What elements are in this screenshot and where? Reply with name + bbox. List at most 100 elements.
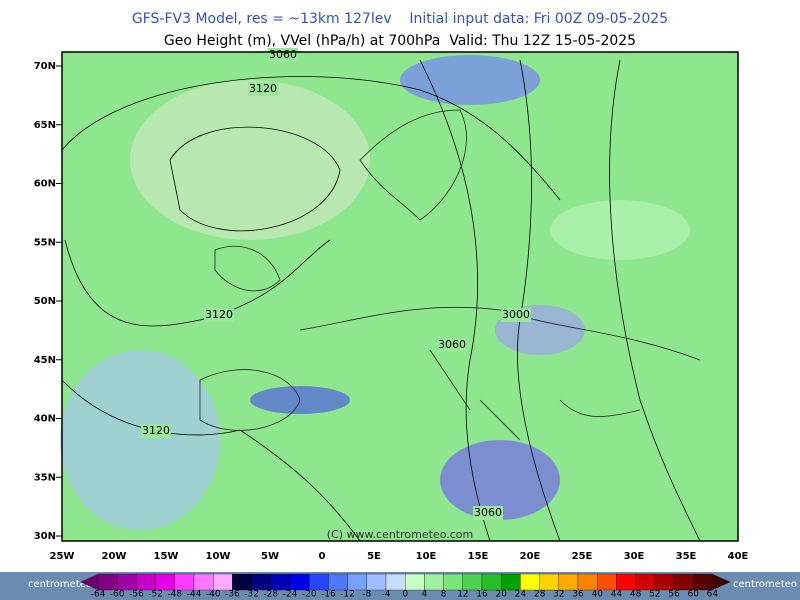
colorbar-label: -4: [382, 590, 391, 600]
lon-label: 30E: [624, 551, 645, 562]
map-frame: [61, 51, 739, 542]
lon-label: 5E: [367, 551, 381, 562]
colorbar-cell: [654, 573, 675, 591]
lat-label: 55N: [34, 237, 56, 248]
colorbar-cell: [635, 573, 655, 591]
colorbar-label: 40: [591, 590, 603, 600]
colorbar-label: 4: [422, 590, 428, 600]
colorbar-cell: [117, 573, 137, 591]
colorbar-cell: [155, 573, 175, 591]
contour-label: 3120: [142, 424, 170, 437]
coastlines: [199, 109, 701, 441]
contour-label-bg: [501, 308, 531, 322]
logo-left: centrometeo: [28, 579, 92, 590]
coastline: [299, 306, 701, 441]
colorbar-label: -12: [340, 590, 355, 600]
colorbar-cell: [693, 573, 713, 591]
colorbar-label: 36: [572, 590, 584, 600]
colorbar-label: -28: [263, 590, 278, 600]
contour: [61, 76, 561, 201]
colorbar-label: -52: [148, 590, 163, 600]
lon-label: 25E: [572, 551, 593, 562]
lat-label: 30N: [34, 531, 56, 542]
colorbar-cell: [270, 573, 291, 591]
contour-label-bg: [473, 506, 503, 520]
colorbar-label: -16: [321, 590, 336, 600]
colorbar-label: 28: [534, 590, 546, 600]
colorbar-cell: [97, 573, 118, 591]
colorbar-cell: [558, 573, 579, 591]
colorbar-cell: [577, 573, 598, 591]
colorbar-cell: [673, 573, 694, 591]
colorbar-label: -32: [244, 590, 259, 600]
colorbar-label: 48: [630, 590, 642, 600]
coastline: [199, 369, 301, 431]
colorbar-label: -8: [362, 590, 371, 600]
colorbar-label: -40: [206, 590, 221, 600]
colorbar-label: 8: [441, 590, 447, 600]
colorbar-cell: [289, 573, 310, 591]
colorbar-cell: [309, 573, 329, 591]
colorbar-cell: [136, 573, 156, 591]
colorbar-cell: [539, 573, 559, 591]
field-patch: [130, 80, 370, 240]
lon-label: 0: [319, 551, 326, 562]
colorbar-label: 20: [495, 590, 507, 600]
contour-label: 3060: [269, 48, 297, 61]
colorbar-label: -24: [283, 590, 298, 600]
contour-label: 3060: [474, 506, 502, 519]
lat-label: 70N: [34, 61, 56, 72]
contour-label: 3120: [249, 82, 277, 95]
colorbar-cell: [405, 573, 425, 591]
colorbar-label: 16: [476, 590, 488, 600]
contour-label-bg: [248, 82, 278, 96]
colorbar: centrometeo centrometeo -64 -60 -56 -52 -48-…: [0, 572, 800, 600]
contour: [609, 59, 701, 542]
colorbar-cell: [481, 573, 502, 591]
contour: [64, 239, 331, 327]
colorbar-label: -20: [302, 590, 317, 600]
contour-label: 3000: [502, 308, 530, 321]
field-patch: [60, 350, 220, 530]
colorbar-label: 52: [649, 590, 660, 600]
lon-label: 5W: [261, 551, 279, 562]
colorbar-cell: [213, 573, 233, 591]
contour: [169, 126, 341, 232]
colorbar-label: 64: [707, 590, 719, 600]
coastline: [214, 245, 281, 292]
colorbar-label: 56: [668, 590, 680, 600]
colorbar-label: -64: [91, 590, 106, 600]
lat-label: 50N: [34, 296, 56, 307]
lon-label: 35E: [676, 551, 697, 562]
colorbar-label: -60: [110, 590, 125, 600]
lat-label: 35N: [34, 472, 56, 483]
colorbar-end-low: [80, 574, 98, 590]
contour-label-bg: [141, 424, 171, 438]
colorbar-label: 44: [611, 590, 623, 600]
colorbar-label: 60: [687, 590, 699, 600]
colorbar-label: -48: [167, 590, 182, 600]
colorbar-cell: [193, 573, 214, 591]
map-area: 3060 3120 3120 3000 3060 3120 3060 (C) www.cen…: [60, 48, 739, 542]
colorbar-cell: [385, 573, 406, 591]
colorbar-cell: [251, 573, 271, 591]
title-line-2: Geo Height (m), VVel (hPa/h) at 700hPa V…: [164, 33, 636, 49]
colorbar-cell: [328, 573, 348, 591]
colorbar-label: 12: [457, 590, 468, 600]
colorbar-cell: [616, 573, 636, 591]
colorbar-label: -56: [129, 590, 144, 600]
colorbar-label: 32: [553, 590, 564, 600]
contour-label: 3120: [205, 308, 233, 321]
colorbar-cell: [443, 573, 463, 591]
copyright: (C) www.centrometeo.com: [327, 528, 473, 541]
lat-label: 45N: [34, 355, 56, 366]
lon-label: 10W: [206, 551, 231, 562]
colorbar-cell: [347, 573, 367, 591]
colorbar-label: 24: [515, 590, 527, 600]
lon-label: 25W: [50, 551, 75, 562]
colorbar-cell: [501, 573, 521, 591]
colorbar-cell: [597, 573, 617, 591]
contour-label-bg: [437, 338, 467, 352]
lon-label: 40E: [728, 551, 749, 562]
